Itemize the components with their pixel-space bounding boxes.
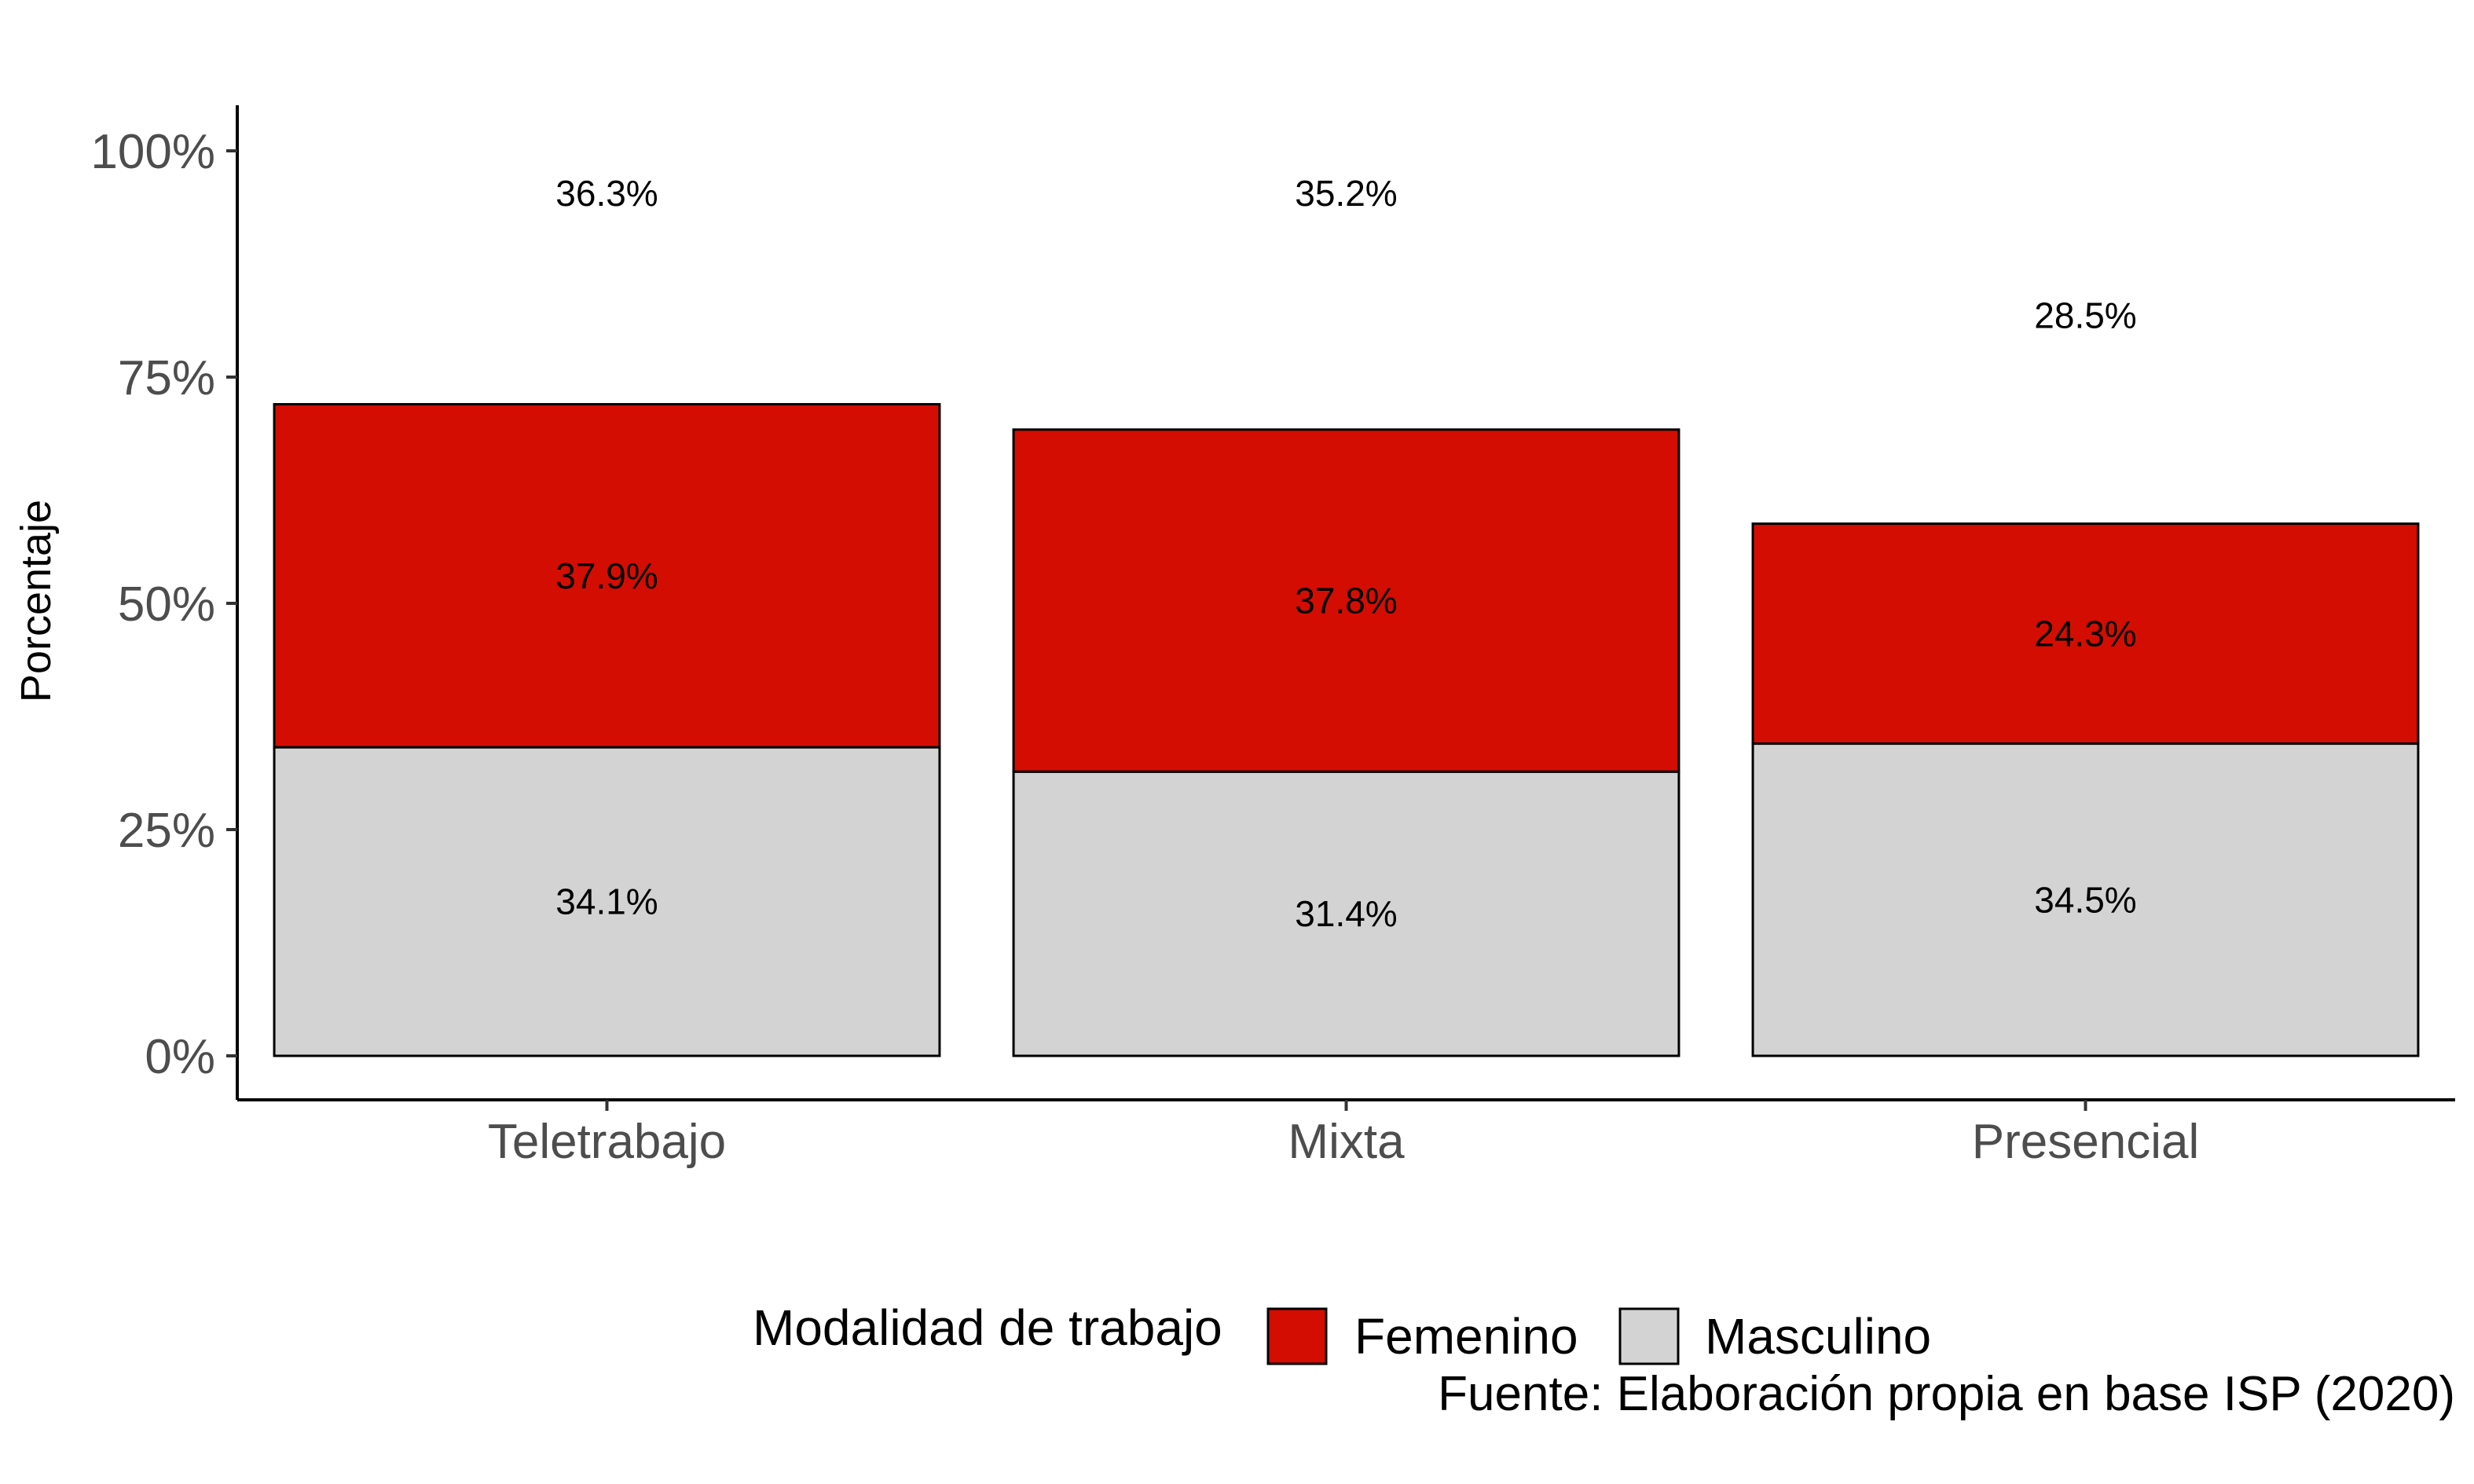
legend-title: Modalidad de trabajo [753, 1299, 1222, 1356]
bar-femenino-teletrabajo [273, 403, 941, 749]
bar-femenino-mixta [1012, 428, 1680, 773]
bar-label-masculino-presencial: 34.5% [2034, 879, 2136, 920]
bar-label-masculino-mixta: 31.4% [1295, 893, 1397, 934]
x-tick-label: Presencial [1972, 1115, 2199, 1169]
y-tick-label: 75% [118, 351, 215, 405]
y-tick-label: 100% [90, 125, 215, 179]
bar-masculino-presencial [1751, 742, 2420, 1057]
bar-femenino-presencial [1751, 522, 2420, 746]
legend-swatch-femenino [1266, 1307, 1328, 1365]
x-tick-label: Teletrabajo [488, 1115, 726, 1169]
x-tick-label: Mixta [1288, 1115, 1405, 1169]
bar-label-femenino-presencial: 24.3% [2034, 614, 2136, 654]
y-tick-label: 25% [118, 804, 215, 858]
bar-labels-layer: 34.1% 37.9% 36.3% 31.4% 37.8% 35.2% 34.5% 24.3%… [555, 173, 2136, 934]
y-tick-label: 0% [145, 1030, 215, 1084]
legend: Modalidad de trabajo Femenino Masculino [753, 1299, 1931, 1365]
legend-label-masculino: Masculino [1705, 1308, 1931, 1365]
top-label-mixta: 35.2% [1295, 173, 1397, 214]
bars-layer [273, 403, 2420, 1057]
top-label-presencial: 28.5% [2034, 295, 2136, 336]
bar-label-femenino-teletrabajo: 37.9% [555, 555, 658, 596]
bar-label-femenino-mixta: 37.8% [1295, 581, 1397, 621]
legend-label-femenino: Femenino [1354, 1308, 1578, 1365]
y-tick-label: 50% [118, 577, 215, 632]
top-label-teletrabajo: 36.3% [555, 173, 658, 214]
bar-masculino-teletrabajo [273, 746, 941, 1057]
bar-label-masculino-teletrabajo: 34.1% [555, 881, 658, 922]
source-caption: Fuente: Elaboración propia en base ISP (… [1438, 1367, 2455, 1421]
legend-swatch-masculino [1618, 1307, 1680, 1365]
y-axis-title: Porcentaje [13, 500, 60, 702]
axes-layer: 0% 25% 50% 75% 100% Teletrabajo Mixta Presencia… [90, 105, 2455, 1169]
